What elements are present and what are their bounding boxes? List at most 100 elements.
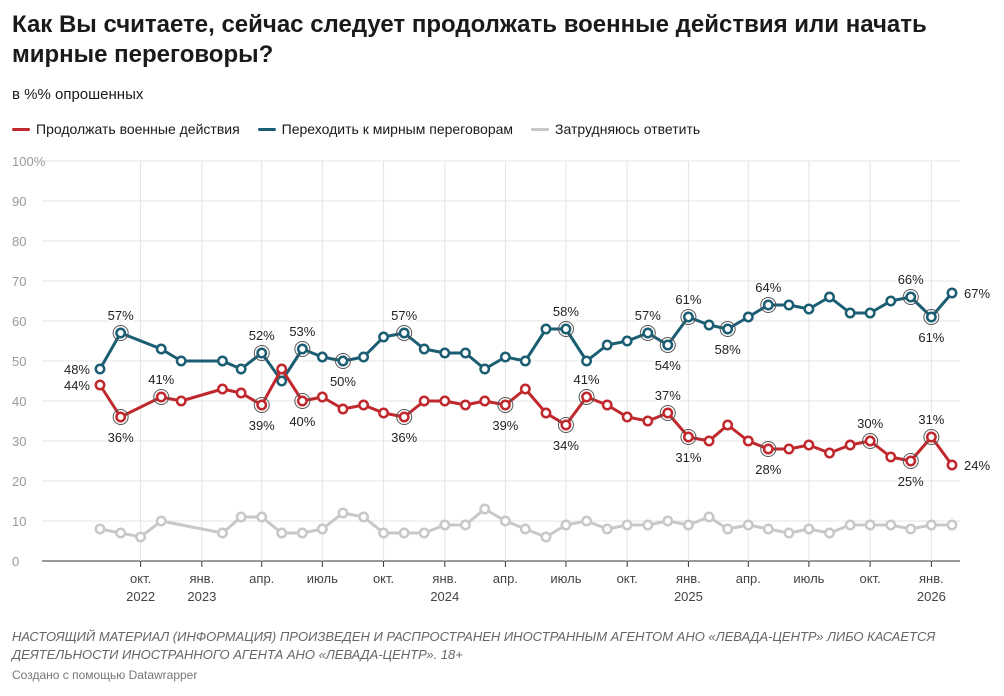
data-point: [418, 395, 430, 407]
data-label: 57%: [391, 308, 417, 323]
data-label: 34%: [553, 438, 579, 453]
x-tick-year-label: 2026: [917, 589, 946, 604]
highlight-ring: [578, 389, 595, 405]
chart-subtitle: в %% опрошенных: [12, 86, 144, 103]
data-point: [742, 435, 754, 447]
data-point: [115, 527, 127, 539]
data-point: [256, 399, 268, 411]
data-point: [642, 327, 654, 339]
data-point: [703, 511, 715, 523]
y-tick-label: 30: [12, 434, 26, 449]
legend-swatch-undecided: [531, 127, 550, 131]
data-point: [783, 299, 795, 311]
data-point: [925, 519, 937, 531]
data-point: [803, 439, 815, 451]
data-label: 64%: [755, 280, 781, 295]
x-tick-label: апр.: [736, 571, 761, 586]
highlight-ring: [923, 309, 940, 325]
data-point: [155, 343, 167, 355]
data-point: [703, 435, 715, 447]
data-point: [439, 395, 451, 407]
x-tick-label: июль: [550, 571, 581, 586]
data-point: [722, 523, 734, 535]
data-point: [783, 443, 795, 455]
data-point: [722, 323, 734, 335]
data-point: [358, 351, 370, 363]
data-point: [762, 299, 774, 311]
data-point: [864, 519, 876, 531]
data-point: [337, 507, 349, 519]
legend-swatch-continue: [12, 127, 30, 131]
data-point: [499, 351, 511, 363]
x-tick-label: янв.: [919, 571, 944, 586]
highlight-ring: [497, 397, 514, 413]
data-label: 25%: [898, 474, 924, 489]
data-point: [296, 527, 308, 539]
x-tick-year-label: 2025: [674, 589, 703, 604]
highlight-ring: [557, 321, 574, 337]
data-point: [682, 519, 694, 531]
data-point: [337, 355, 349, 367]
data-point: [844, 519, 856, 531]
data-point: [316, 351, 328, 363]
data-label: 36%: [391, 430, 417, 445]
data-point: [398, 411, 410, 423]
data-point: [540, 407, 552, 419]
data-point: [398, 327, 410, 339]
data-label: 41%: [148, 372, 174, 387]
data-point: [540, 531, 552, 543]
data-point: [885, 519, 897, 531]
data-point: [844, 307, 856, 319]
y-tick-label: 80: [12, 234, 26, 249]
data-label: 57%: [108, 308, 134, 323]
data-point: [885, 451, 897, 463]
data-point: [581, 355, 593, 367]
data-point: [115, 327, 127, 339]
x-tick-year-label: 2023: [187, 589, 216, 604]
data-point: [94, 523, 106, 535]
data-point: [256, 347, 268, 359]
data-point: [762, 523, 774, 535]
data-point: [337, 403, 349, 415]
data-point: [499, 515, 511, 527]
data-point: [217, 527, 228, 539]
highlight-ring: [253, 397, 270, 413]
data-label: 61%: [918, 330, 944, 345]
data-label: 67%: [964, 286, 990, 301]
highlight-ring: [923, 429, 940, 445]
data-point: [742, 519, 754, 531]
data-point: [905, 455, 917, 467]
data-label: 24%: [964, 458, 990, 473]
credit: Создано с помощью Datawrapper: [12, 668, 198, 682]
legend-label-continue: Продолжать военные действия: [36, 121, 240, 137]
data-point: [662, 407, 674, 419]
highlight-ring: [680, 429, 697, 445]
legend-swatch-negotiate: [257, 127, 276, 131]
y-tick-label: 70: [12, 274, 26, 289]
data-label: 58%: [553, 304, 579, 319]
data-point: [217, 383, 228, 395]
legend-item-continue: Продолжать военные действия: [12, 121, 240, 137]
data-label: 44%: [64, 378, 90, 393]
data-point: [905, 291, 917, 303]
highlight-ring: [557, 417, 574, 433]
highlight-ring: [680, 309, 697, 325]
highlight-ring: [253, 345, 270, 361]
highlight-ring: [112, 409, 129, 425]
x-tick-label: июль: [793, 571, 824, 586]
data-point: [519, 523, 531, 535]
data-point: [885, 295, 897, 307]
data-point: [682, 431, 694, 443]
x-tick-label: окт.: [617, 571, 638, 586]
y-tick-label: 20: [12, 474, 26, 489]
data-label: 50%: [330, 374, 356, 389]
data-point: [519, 383, 531, 395]
data-point: [682, 311, 694, 323]
data-point: [621, 519, 633, 531]
highlight-ring: [862, 433, 879, 449]
data-point: [946, 287, 958, 299]
data-point: [803, 303, 815, 315]
data-point: [540, 323, 552, 335]
data-point: [703, 319, 715, 331]
data-point: [662, 515, 674, 527]
